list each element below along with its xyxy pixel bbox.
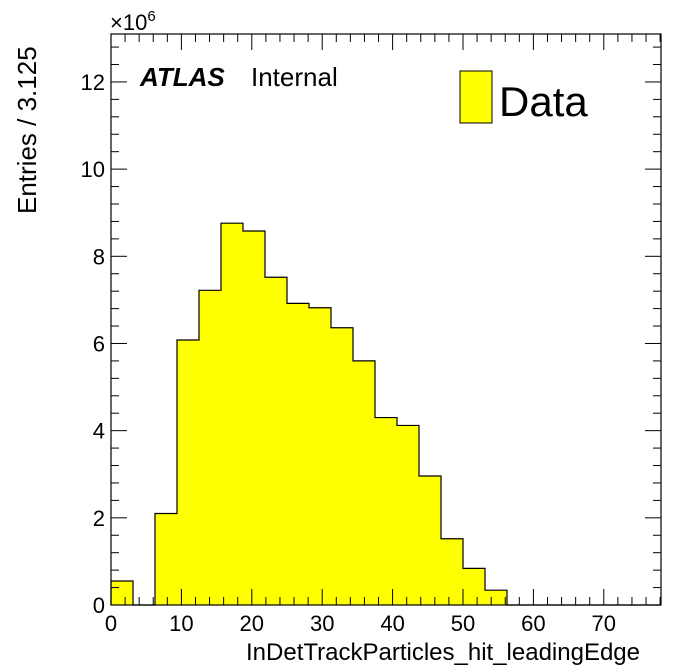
y-tick-label: 0 bbox=[93, 593, 105, 618]
histogram-bar bbox=[397, 425, 419, 605]
x-tick-label: 0 bbox=[105, 611, 117, 636]
histogram-bar bbox=[177, 339, 199, 605]
histogram-bar bbox=[331, 327, 353, 605]
histogram-bar bbox=[287, 303, 309, 605]
histogram-bar bbox=[265, 277, 287, 605]
histogram-bar bbox=[199, 290, 221, 605]
axis-ticks bbox=[110, 34, 661, 606]
histogram-bar bbox=[353, 360, 375, 605]
y-multiplier-exponent: 6 bbox=[147, 8, 155, 25]
axis-tick-labels: 0 10 20 30 40 50 60 70 0 2 4 6 8 10 12 bbox=[81, 70, 617, 636]
x-tick-label: 40 bbox=[380, 611, 404, 636]
y-tick-label: 6 bbox=[93, 331, 105, 356]
histogram-bar bbox=[221, 223, 243, 605]
x-tick-label: 50 bbox=[451, 611, 475, 636]
y-multiplier-label: ×106 bbox=[110, 8, 156, 35]
y-tick-label: 10 bbox=[81, 157, 105, 182]
y-axis-label: Entries / 3.125 bbox=[12, 46, 42, 214]
atlas-label: ATLAS bbox=[139, 62, 225, 92]
histogram-bar bbox=[419, 475, 441, 605]
legend-swatch bbox=[459, 70, 493, 124]
y-tick-label: 2 bbox=[93, 506, 105, 531]
y-tick-label: 8 bbox=[93, 244, 105, 269]
x-tick-label: 30 bbox=[310, 611, 334, 636]
histogram-bar bbox=[463, 568, 485, 605]
histogram-bar bbox=[441, 538, 463, 605]
histogram-bar bbox=[309, 307, 331, 605]
histogram-bar bbox=[111, 581, 133, 605]
internal-label: Internal bbox=[251, 62, 338, 92]
x-tick-label: 10 bbox=[169, 611, 193, 636]
histogram-bar bbox=[375, 417, 397, 605]
x-tick-label: 20 bbox=[240, 611, 264, 636]
legend-label: Data bbox=[499, 78, 588, 125]
x-axis-label: InDetTrackParticles_hit_leadingEdge bbox=[246, 639, 640, 666]
histogram-bar bbox=[155, 513, 177, 605]
x-tick-label: 60 bbox=[521, 611, 545, 636]
histogram-bars bbox=[110, 222, 661, 606]
x-tick-label: 70 bbox=[592, 611, 616, 636]
histogram-outline bbox=[110, 222, 661, 606]
histogram-bar bbox=[485, 590, 507, 605]
plot-frame bbox=[110, 33, 662, 606]
histogram-bar bbox=[243, 231, 265, 606]
y-tick-label: 4 bbox=[93, 419, 105, 444]
y-tick-label: 12 bbox=[81, 70, 105, 95]
